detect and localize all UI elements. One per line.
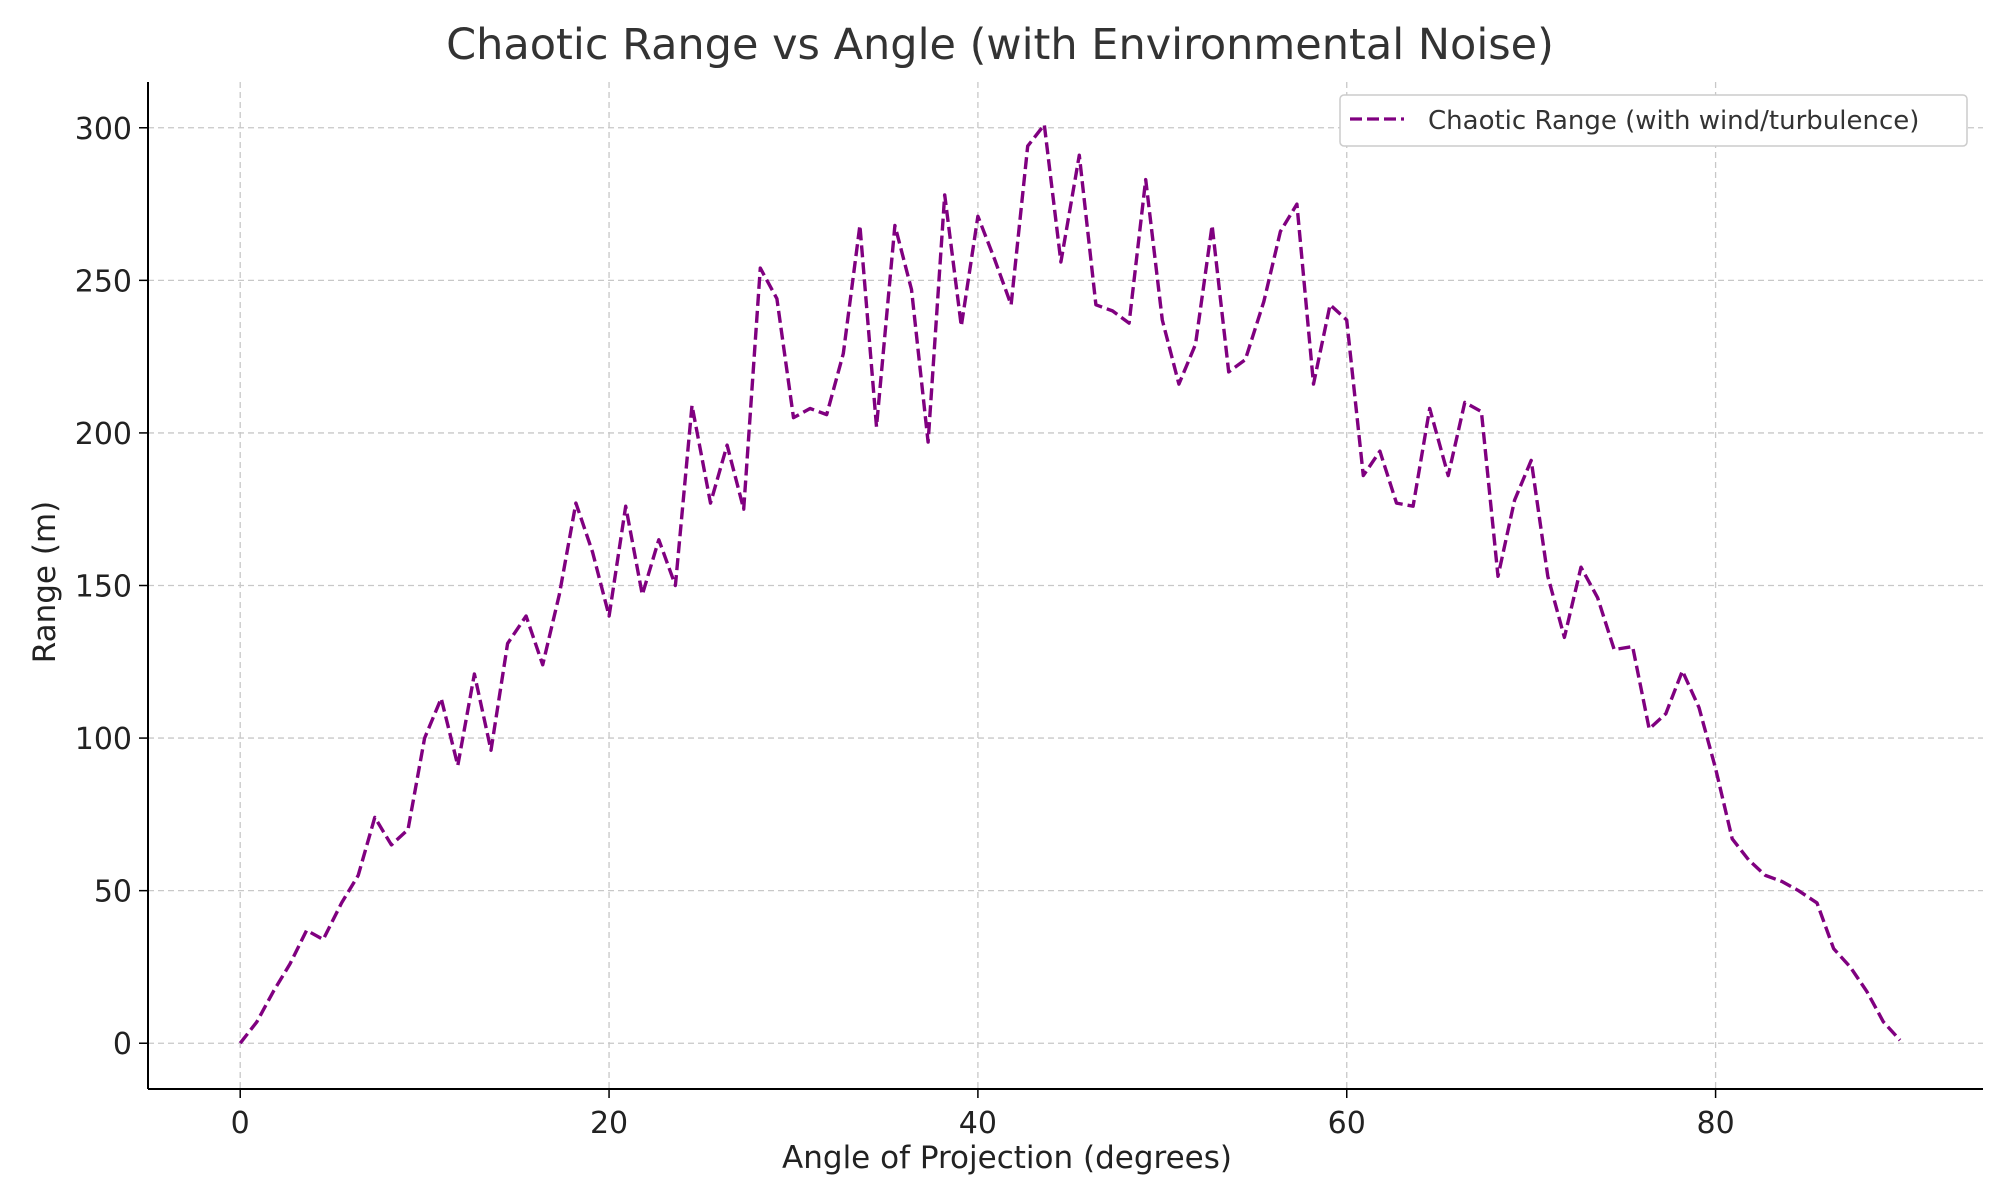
y-tick-label: 250 bbox=[75, 264, 132, 299]
gridlines bbox=[148, 82, 1983, 1089]
series-layer bbox=[238, 122, 1902, 1045]
series-line-0 bbox=[238, 122, 1902, 1045]
y-axis-label: Range (m) bbox=[27, 501, 63, 664]
y-tick-label: 150 bbox=[75, 570, 132, 605]
x-tick-label: 40 bbox=[959, 1106, 997, 1141]
x-tick-label: 60 bbox=[1328, 1106, 1366, 1141]
legend: Chaotic Range (with wind/turbulence) bbox=[1339, 94, 1968, 147]
legend-label: Chaotic Range (with wind/turbulence) bbox=[1428, 106, 1919, 136]
y-tick-label: 200 bbox=[75, 417, 132, 452]
legend-box bbox=[1339, 94, 1968, 147]
x-axis-label: Angle of Projection (degrees) bbox=[782, 1140, 1232, 1176]
x-tick-label: 80 bbox=[1696, 1106, 1734, 1141]
chart-title: Chaotic Range vs Angle (with Environment… bbox=[446, 20, 1554, 70]
y-tick-label: 50 bbox=[94, 875, 132, 910]
axes bbox=[139, 82, 1983, 1098]
y-tick-label: 300 bbox=[75, 112, 132, 147]
x-tick-label: 0 bbox=[231, 1106, 250, 1141]
x-tick-label: 20 bbox=[590, 1106, 628, 1141]
tick-labels: 0 20 40 60 80 0 50 100 150 200 250 300 bbox=[75, 112, 1735, 1141]
y-tick-label: 100 bbox=[75, 722, 132, 757]
y-tick-label: 0 bbox=[113, 1027, 132, 1062]
